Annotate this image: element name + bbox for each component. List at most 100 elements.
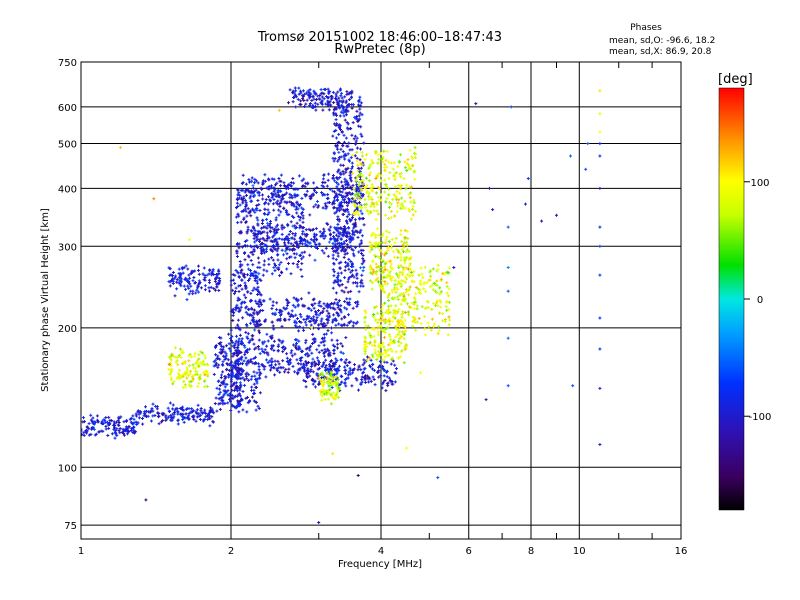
data-point bbox=[343, 247, 344, 251]
data-point bbox=[347, 226, 349, 230]
data-point bbox=[249, 209, 251, 213]
data-point bbox=[305, 239, 306, 243]
data-point bbox=[333, 245, 335, 249]
data-point bbox=[237, 341, 239, 345]
data-point bbox=[343, 194, 345, 198]
data-point bbox=[330, 103, 332, 107]
data-point bbox=[297, 368, 299, 372]
data-point bbox=[236, 377, 238, 381]
data-point bbox=[118, 424, 120, 427]
data-point bbox=[269, 222, 271, 225]
data-point bbox=[334, 249, 336, 253]
data-point bbox=[360, 248, 362, 252]
data-point bbox=[271, 272, 273, 276]
data-point bbox=[93, 428, 95, 431]
data-point bbox=[312, 227, 314, 231]
data-point bbox=[345, 110, 347, 114]
data-point bbox=[336, 228, 337, 232]
data-point bbox=[287, 301, 289, 305]
data-point bbox=[231, 372, 233, 376]
data-point bbox=[351, 103, 353, 106]
data-point bbox=[235, 215, 237, 219]
data-point bbox=[222, 347, 224, 351]
data-point bbox=[338, 235, 340, 238]
data-point bbox=[247, 273, 248, 277]
data-point bbox=[334, 243, 336, 247]
data-point bbox=[294, 305, 296, 309]
data-point bbox=[346, 121, 348, 124]
data-point bbox=[338, 283, 340, 287]
data-point bbox=[90, 432, 92, 436]
data-point bbox=[337, 242, 339, 246]
data-point bbox=[286, 247, 288, 251]
data-point bbox=[302, 220, 304, 224]
data-point bbox=[345, 191, 347, 195]
data-point bbox=[262, 180, 264, 184]
data-point bbox=[200, 407, 202, 410]
data-point bbox=[261, 246, 263, 250]
data-point bbox=[251, 180, 252, 184]
data-point bbox=[354, 154, 356, 158]
data-point bbox=[256, 276, 258, 280]
data-point bbox=[281, 232, 283, 236]
data-point bbox=[245, 189, 247, 193]
data-point bbox=[355, 117, 357, 121]
data-point bbox=[251, 385, 253, 389]
data-point bbox=[224, 357, 226, 361]
data-point bbox=[308, 91, 310, 95]
data-point bbox=[299, 368, 301, 372]
data-point bbox=[289, 315, 291, 319]
data-point bbox=[246, 371, 248, 375]
data-point bbox=[242, 362, 243, 366]
data-point bbox=[344, 198, 345, 202]
data-point bbox=[325, 102, 327, 106]
data-point bbox=[326, 95, 327, 99]
data-point bbox=[135, 412, 137, 416]
data-point bbox=[312, 95, 314, 99]
data-point bbox=[332, 268, 334, 272]
data-point bbox=[332, 174, 334, 177]
legend-line-o: mean, sd,O: -96.6, 18.2 bbox=[609, 36, 715, 46]
data-point bbox=[354, 115, 356, 119]
data-point bbox=[342, 196, 344, 199]
data-point bbox=[255, 400, 257, 404]
data-point bbox=[296, 321, 298, 325]
data-point bbox=[286, 267, 288, 271]
data-point bbox=[236, 369, 238, 373]
data-point bbox=[321, 364, 323, 368]
data-point bbox=[272, 192, 274, 196]
data-point bbox=[233, 389, 235, 392]
data-point bbox=[339, 243, 341, 247]
data-point bbox=[246, 377, 248, 381]
data-point bbox=[350, 244, 352, 248]
data-point bbox=[335, 128, 337, 132]
data-point bbox=[91, 427, 93, 431]
data-point bbox=[295, 313, 297, 317]
data-point bbox=[318, 344, 320, 348]
data-point bbox=[283, 238, 285, 242]
data-point bbox=[350, 238, 352, 242]
data-point bbox=[355, 176, 357, 180]
data-point bbox=[342, 150, 344, 154]
data-point bbox=[234, 386, 236, 390]
data-point bbox=[222, 360, 224, 364]
data-point bbox=[275, 216, 277, 220]
data-point bbox=[238, 290, 240, 293]
data-point bbox=[226, 362, 228, 365]
data-point bbox=[271, 307, 273, 311]
data-point bbox=[333, 281, 335, 285]
data-point bbox=[256, 381, 258, 385]
data-point bbox=[242, 408, 244, 412]
data-point bbox=[357, 166, 359, 170]
data-point bbox=[333, 202, 335, 206]
data-point bbox=[238, 402, 240, 406]
data-point bbox=[256, 385, 257, 389]
data-point bbox=[165, 415, 167, 419]
data-point bbox=[333, 108, 335, 112]
data-point bbox=[137, 409, 139, 413]
data-point bbox=[338, 209, 340, 213]
data-point bbox=[240, 403, 241, 406]
data-point bbox=[342, 104, 344, 108]
data-point bbox=[177, 412, 179, 416]
data-point bbox=[345, 336, 347, 340]
